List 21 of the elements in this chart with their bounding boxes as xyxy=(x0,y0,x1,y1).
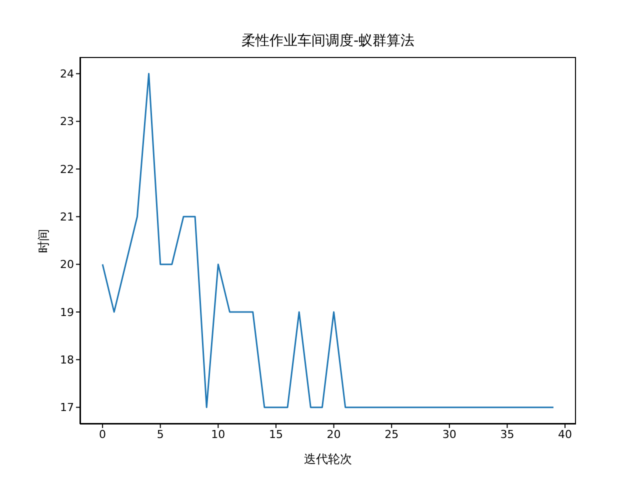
x-tick-label: 15 xyxy=(268,428,283,441)
line-series xyxy=(102,72,554,408)
y-tick-label: 22 xyxy=(60,162,74,176)
y-tick-label: 18 xyxy=(60,354,74,367)
x-tick-label: 40 xyxy=(558,428,572,441)
x-tick-label: 25 xyxy=(384,428,399,441)
y-axis-title: 时间 xyxy=(36,228,52,252)
y-tick-label: 20 xyxy=(60,258,74,272)
x-tick-label: 0 xyxy=(99,428,106,441)
x-tick-label: 5 xyxy=(156,428,164,441)
x-tick-label: 20 xyxy=(326,428,341,441)
y-tick-label: 23 xyxy=(60,115,74,128)
y-tick-label: 17 xyxy=(60,401,74,414)
x-axis-title: 迭代轮次 xyxy=(303,451,353,468)
y-tick-label: 19 xyxy=(60,306,74,319)
x-tick-label: 30 xyxy=(442,428,456,441)
x-tick-label: 35 xyxy=(500,428,514,441)
y-tick-label: 21 xyxy=(60,210,74,224)
chart-title: 柔性作业车间调度-蚁群算法 xyxy=(240,32,416,50)
y-tick-label: 24 xyxy=(60,68,74,81)
x-tick-label: 10 xyxy=(211,428,226,441)
